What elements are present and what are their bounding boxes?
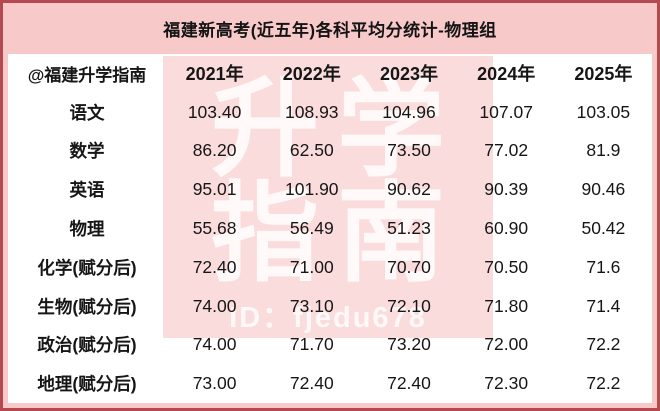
- score-cell: 73.50: [387, 140, 431, 161]
- score-cell: 71.6: [586, 256, 621, 277]
- score-cell: 108.93: [285, 101, 339, 122]
- score-cell: 74.00: [192, 295, 237, 316]
- score-cell: 103.40: [187, 101, 242, 122]
- score-cell: 72.2: [586, 373, 621, 394]
- score-table: 升学 指南 ID：fjedu678 @福建升学指南 2021年 2022年 20…: [8, 54, 652, 403]
- row-label-english: 英语: [69, 180, 105, 201]
- score-cell: 73.20: [387, 334, 431, 355]
- score-cell: 72.40: [387, 373, 431, 394]
- year-header-2024: 2024年: [477, 64, 536, 85]
- score-cell: 50.42: [581, 217, 626, 238]
- score-cell: 71.80: [484, 295, 529, 316]
- year-header-2021: 2021年: [185, 64, 244, 85]
- score-cell: 71.70: [289, 334, 334, 355]
- watermark-id-text: ID：fjedu678: [229, 302, 427, 334]
- score-cell: 72.40: [192, 256, 237, 277]
- score-cell: 73.00: [192, 373, 237, 394]
- row-label-politics: 政治(赋分后): [37, 335, 137, 356]
- score-cell: 90.39: [484, 179, 529, 200]
- watermark-block: 升学 指南 ID：fjedu678: [163, 56, 493, 338]
- year-header-2022: 2022年: [282, 64, 341, 85]
- score-cell: 71.4: [586, 295, 621, 316]
- score-cell: 107.07: [479, 101, 533, 122]
- row-label-chinese: 语文: [69, 102, 105, 123]
- score-cell: 55.68: [192, 217, 237, 238]
- watermark-text-line2: 指南: [210, 173, 463, 294]
- score-cell: 70.50: [484, 256, 529, 277]
- score-cell: 81.9: [586, 140, 621, 161]
- score-cell: 62.50: [289, 140, 334, 161]
- score-cell: 70.70: [387, 256, 431, 277]
- corner-label: @福建升学指南: [27, 65, 147, 85]
- score-cell: 71.00: [289, 256, 334, 277]
- score-cell: 72.2: [586, 334, 621, 355]
- score-cell: 90.62: [387, 179, 431, 200]
- year-header-2023: 2023年: [379, 64, 439, 85]
- watermark-text-line1: 升学: [210, 68, 463, 189]
- score-cell: 90.46: [581, 179, 626, 200]
- score-cell: 73.10: [289, 295, 334, 316]
- title-bar: 福建新高考(近五年)各科平均分统计-物理组: [3, 3, 657, 54]
- score-cell: 77.02: [484, 140, 529, 161]
- score-cell: 95.01: [192, 179, 237, 200]
- score-cell: 72.30: [484, 373, 529, 394]
- score-cell: 60.90: [484, 217, 529, 238]
- row-label-chemistry: 化学(赋分后): [37, 257, 137, 278]
- score-cell: 86.20: [192, 140, 237, 161]
- score-cell: 74.00: [192, 334, 237, 355]
- score-cell: 103.05: [576, 101, 631, 122]
- page-title: 福建新高考(近五年)各科平均分统计-物理组: [163, 21, 497, 40]
- score-cell: 72.00: [484, 334, 529, 355]
- year-header-2025: 2025年: [574, 64, 633, 85]
- row-label-geography: 地理(赋分后): [37, 374, 137, 395]
- score-cell: 56.49: [289, 217, 334, 238]
- score-cell: 101.90: [285, 179, 339, 200]
- score-grid: @福建升学指南 2021年 2022年 2023年 2024年 2025年 语文…: [8, 54, 652, 403]
- score-cell: 72.40: [289, 373, 334, 394]
- row-label-physics: 物理: [69, 218, 105, 239]
- row-label-biology: 生物(赋分后): [37, 296, 137, 317]
- score-cell: 104.96: [382, 101, 436, 122]
- score-cell: 72.10: [387, 295, 431, 316]
- row-label-math: 数学: [69, 141, 105, 162]
- score-cell: 51.23: [387, 217, 431, 238]
